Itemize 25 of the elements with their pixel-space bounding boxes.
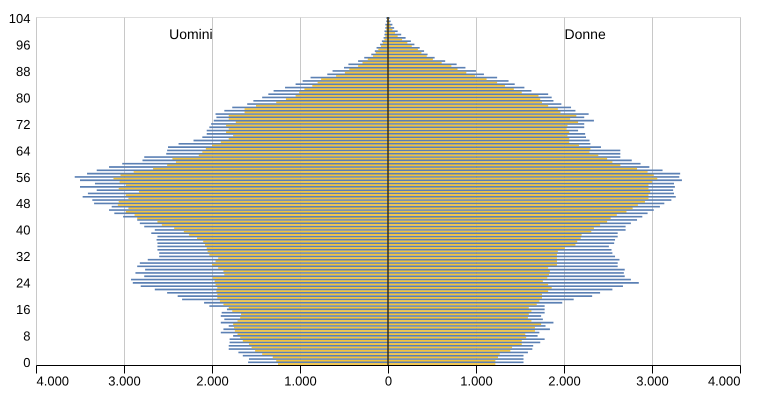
x-tick-label: 0 [384, 374, 392, 388]
y-tick-label: 16 [16, 302, 30, 318]
y-tick-label: 104 [8, 10, 30, 26]
y-tick-label: 88 [16, 64, 30, 79]
x-tick-label: 2.000 [196, 374, 229, 388]
annotation: Donne [564, 26, 606, 42]
y-tick-label: 24 [16, 276, 30, 291]
x-tick-label: 4.000 [708, 374, 740, 388]
y-tick-label: 64 [16, 143, 30, 158]
y-tick-label: 40 [16, 222, 30, 238]
x-tick-label: 1.000 [460, 374, 493, 388]
y-tick-label: 72 [16, 116, 30, 132]
x-tick-label: 1.000 [284, 374, 317, 388]
x-tick-label: 4.000 [36, 374, 70, 388]
y-tick-label: 96 [16, 37, 30, 52]
x-tick-label: 3.000 [108, 374, 141, 388]
y-tick-label: 48 [16, 196, 30, 212]
y-tick-label: 32 [16, 249, 30, 264]
y-tick-label: 56 [16, 170, 30, 185]
y-tick-label: 0 [23, 355, 30, 370]
y-tick-label: 80 [16, 90, 30, 106]
y-tick-label: 8 [23, 328, 30, 344]
x-tick-label: 3.000 [636, 374, 669, 388]
x-tick-label: 2.000 [548, 374, 581, 388]
annotation: Uomini [169, 26, 213, 42]
